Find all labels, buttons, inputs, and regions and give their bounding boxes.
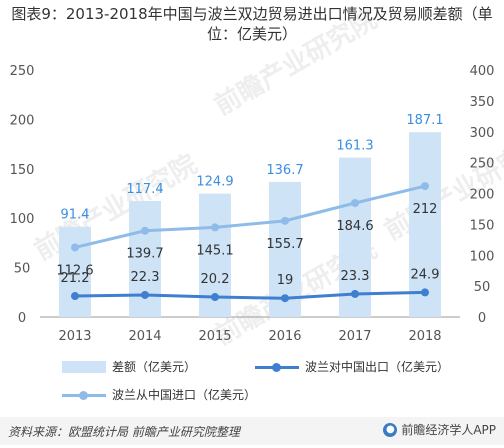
brand-logo-icon: ●: [383, 422, 398, 437]
legend-swatch-export: [255, 361, 299, 373]
export-data-label: 24.9: [411, 267, 440, 282]
y-left-tick-label: 100: [10, 212, 35, 227]
y-right-tick-label: 150: [470, 218, 495, 233]
import-data-label: 212: [413, 202, 438, 217]
export-data-label: 22.3: [131, 270, 160, 285]
line-import: [74, 184, 426, 249]
point-export: [211, 293, 219, 302]
bar-data-label: 187.1: [406, 113, 443, 128]
bar-data-label: 136.7: [266, 163, 303, 178]
line-export: [74, 290, 426, 300]
x-tick-label: 2015: [198, 329, 231, 344]
import-data-label: 112.6: [56, 263, 93, 278]
import-data-label: 139.7: [126, 247, 163, 262]
legend-label-balance: 差额（亿美元）: [112, 360, 197, 374]
y-left-tick-label: 250: [10, 64, 35, 79]
legend-label-import: 波兰从中国进口（亿美元）: [112, 388, 257, 402]
y-left-tick-label: 50: [14, 262, 31, 277]
point-export: [351, 289, 359, 298]
y-right-tick-label: 200: [470, 188, 495, 203]
import-data-label: 145.1: [196, 243, 233, 258]
legend-swatch-import: [62, 389, 106, 401]
y-right-tick-label: 350: [470, 95, 495, 110]
import-data-label: 155.7: [266, 237, 303, 252]
legend-item-export: 波兰对中国出口（亿美元）: [255, 358, 449, 375]
point-export: [71, 292, 79, 301]
chart-title: 图表9：2013-2018年中国与波兰双边贸易进出口情况及贸易顺差额（单位：亿美…: [11, 5, 493, 43]
point-import: [351, 199, 359, 208]
point-import: [211, 223, 219, 232]
point-import: [281, 216, 289, 225]
footer-bar: 资料来源：欧盟统计局 前瞻产业研究院整理 ● 前瞻经济学人APP: [0, 417, 504, 445]
bar-data-label: 124.9: [196, 175, 233, 190]
point-import: [71, 243, 79, 252]
bar-data-label: 161.3: [336, 139, 373, 154]
legend-label-export: 波兰对中国出口（亿美元）: [305, 360, 450, 374]
chart-plot: 前瞻产业研究院前瞻产业研究院前瞻产业研究院前瞻产业研究院 05010015020…: [10, 4, 504, 352]
x-tick-label: 2016: [268, 329, 301, 344]
y-right-tick-label: 250: [470, 157, 495, 172]
y-right-tick-label: 50: [474, 280, 491, 295]
bar-balance: [409, 132, 441, 317]
brand-label: 前瞻经济学人APP: [401, 423, 496, 437]
point-export: [141, 290, 149, 299]
legend-item-import: 波兰从中国进口（亿美元）: [62, 386, 256, 403]
y-right-tick-label: 400: [470, 64, 495, 79]
y-right-tick-label: 300: [470, 126, 495, 141]
bar-data-label: 91.4: [61, 208, 90, 223]
y-left-tick-label: 150: [10, 163, 35, 178]
bar-balance: [59, 226, 91, 317]
x-tick-label: 2018: [408, 329, 441, 344]
watermark-text: 前瞻产业研究院: [209, 4, 382, 122]
y-left-tick-label: 0: [18, 311, 26, 326]
legend-item-balance: 差额（亿美元）: [62, 358, 196, 375]
brand: ● 前瞻经济学人APP: [383, 421, 496, 438]
legend-swatch-balance: [62, 360, 106, 373]
import-data-label: 184.6: [336, 219, 373, 234]
export-data-label: 20.2: [201, 272, 230, 287]
point-import: [141, 226, 149, 235]
point-export: [421, 288, 429, 297]
export-data-label: 21.2: [61, 271, 90, 286]
point-export: [281, 294, 289, 303]
x-tick-label: 2013: [58, 329, 91, 344]
y-right-tick-label: 100: [470, 249, 495, 264]
export-data-label: 23.3: [341, 269, 370, 284]
y-left-tick-label: 200: [10, 113, 35, 128]
watermark-text: 前瞻产业研究院: [29, 149, 202, 267]
x-tick-label: 2014: [128, 329, 161, 344]
point-import: [421, 182, 429, 191]
y-right-tick-label: 0: [478, 311, 486, 326]
x-tick-label: 2017: [338, 329, 371, 344]
bar-data-label: 117.4: [126, 182, 163, 197]
export-data-label: 19: [277, 273, 294, 288]
source-note: 资料来源：欧盟统计局 前瞻产业研究院整理: [8, 425, 240, 439]
